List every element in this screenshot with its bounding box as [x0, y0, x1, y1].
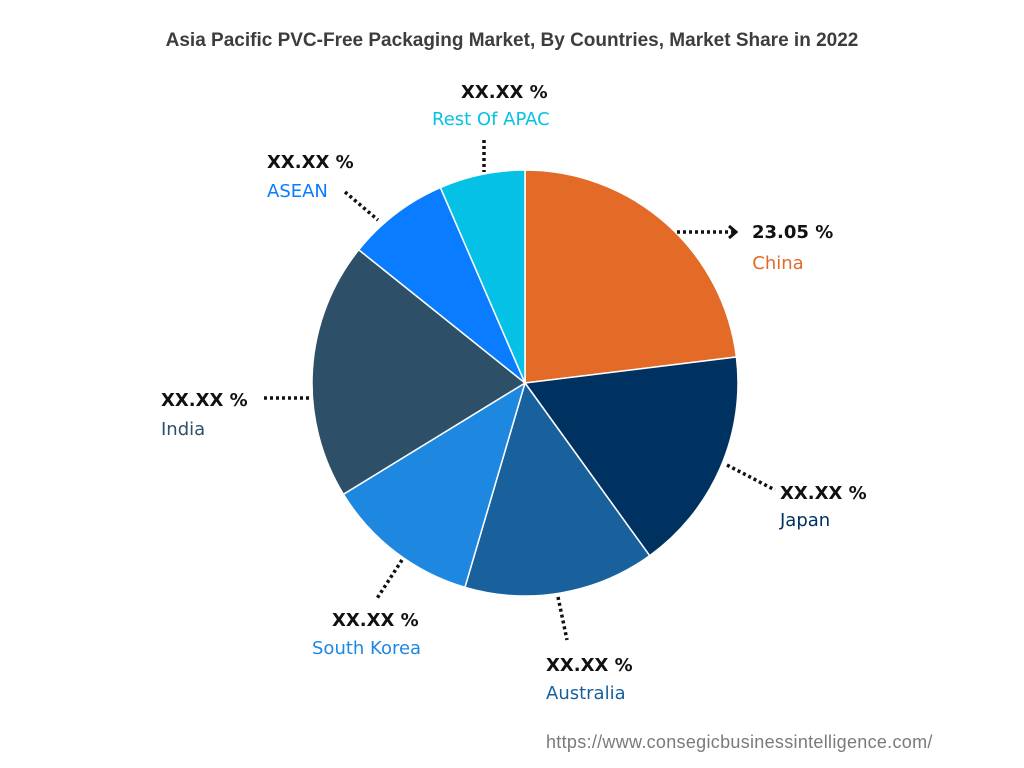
name-label-india: India: [161, 419, 205, 440]
pie-slice-india: [311, 248, 527, 496]
chart-title: Asia Pacific PVC-Free Packaging Market, …: [165, 30, 859, 51]
leader-line-australia: [556, 596, 569, 641]
value-label-asean: XX.XX %: [267, 152, 354, 173]
name-label-japan: Japan: [779, 510, 830, 531]
value-label-rest-of-apac: XX.XX %: [461, 82, 548, 103]
leader-line-asean: [343, 190, 380, 222]
name-label-china: China: [752, 253, 803, 274]
leader-line-south-korea: [374, 559, 404, 601]
name-label-rest-of-apac: Rest Of APAC: [432, 109, 550, 130]
value-label-india: XX.XX %: [161, 390, 248, 411]
value-label-japan: XX.XX %: [780, 483, 867, 504]
pie-slice-australia: [463, 381, 651, 597]
pie-slice-japan: [523, 356, 739, 557]
name-label-australia: Australia: [546, 683, 626, 704]
value-label-south-korea: XX.XX %: [332, 610, 419, 631]
arrow-icon: [728, 224, 739, 240]
name-label-asean: ASEAN: [267, 181, 328, 202]
leader-line-japan: [726, 463, 776, 492]
value-label-china: 23.05 %: [752, 222, 833, 243]
pie-slice-south-korea: [342, 381, 527, 589]
value-label-australia: XX.XX %: [546, 655, 633, 676]
pie-slice-rest-of-apac: [439, 169, 526, 384]
source-url: https://www.consegicbusinessintelligence…: [546, 732, 933, 752]
pie-slice-asean: [357, 186, 526, 384]
name-label-south-korea: South Korea: [312, 638, 421, 659]
pie-slice-china: [524, 169, 738, 384]
